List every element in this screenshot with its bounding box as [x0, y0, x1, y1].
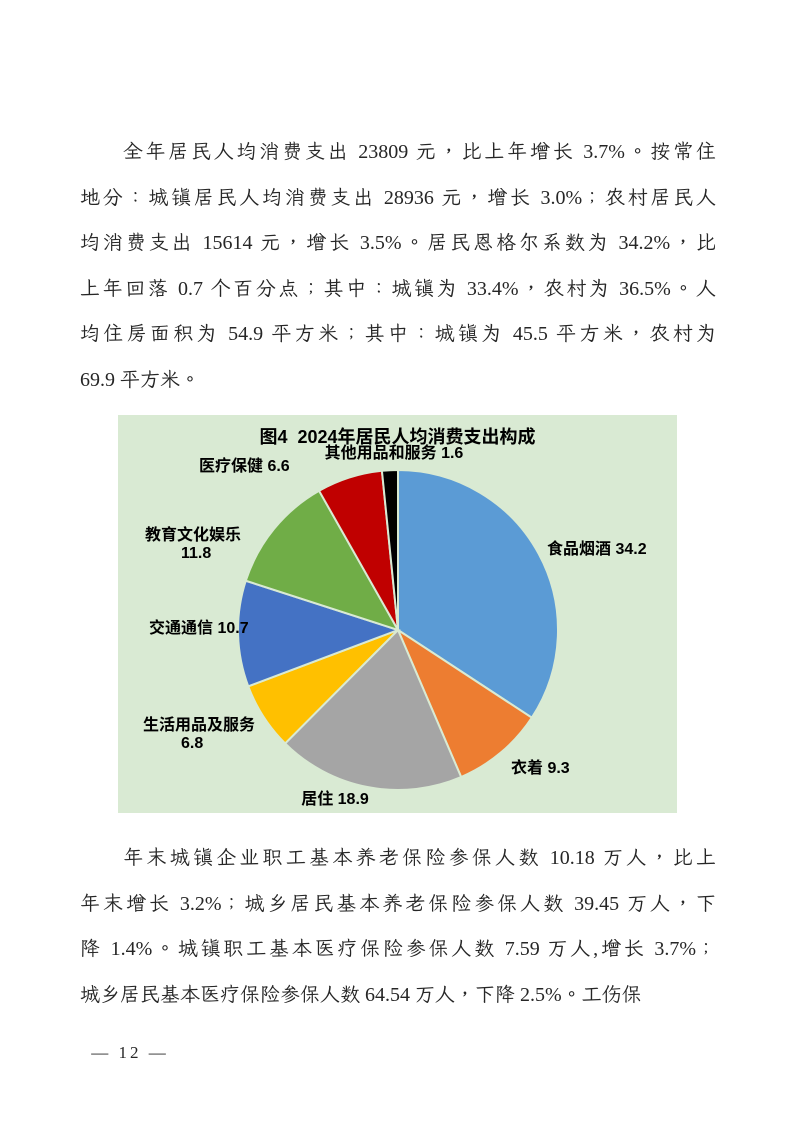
svg-text:衣着 9.3: 衣着 9.3 [511, 758, 570, 777]
svg-text:6.8: 6.8 [181, 735, 203, 752]
svg-text:教育文化娱乐: 教育文化娱乐 [145, 525, 241, 544]
svg-text:11.8: 11.8 [181, 545, 211, 562]
svg-text:生活用品及服务: 生活用品及服务 [143, 715, 255, 734]
svg-text:居住 18.9: 居住 18.9 [301, 789, 369, 808]
svg-text:食品烟酒 34.2: 食品烟酒 34.2 [547, 539, 647, 558]
svg-text:医疗保健 6.6: 医疗保健 6.6 [199, 456, 290, 475]
svg-text:交通通信 10.7: 交通通信 10.7 [149, 618, 249, 637]
svg-text:其他用品和服务 1.6: 其他用品和服务 1.6 [325, 443, 464, 462]
